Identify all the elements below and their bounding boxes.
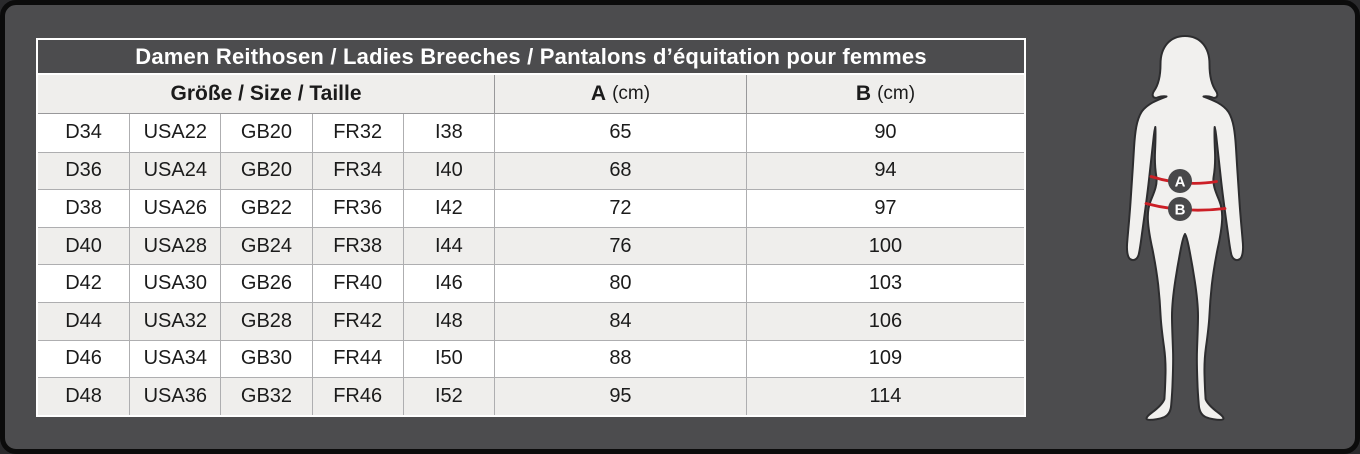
table-title: Damen Reithosen / Ladies Breeches / Pant… <box>38 40 1024 75</box>
table-row: D44 USA32 GB28 FR42 I48 84 106 <box>38 301 1024 340</box>
cell-size-gb: GB20 <box>220 152 311 190</box>
cell-size-fr: FR32 <box>311 114 403 152</box>
cell-size-fr: FR46 <box>311 378 403 415</box>
table-row: D48 USA36 GB32 FR46 I52 95 114 <box>38 377 1024 415</box>
header-size-group: Größe / Size / Taille <box>170 82 362 105</box>
cell-measure-b: 106 <box>745 302 1024 340</box>
cell-size-fr: FR44 <box>311 340 403 378</box>
table-row: D36 USA24 GB20 FR34 I40 68 94 <box>38 151 1024 190</box>
col-b-unit: (cm) <box>877 83 916 104</box>
cell-measure-b: 114 <box>745 378 1024 415</box>
cell-size-d: D48 <box>65 384 102 407</box>
cell-size-i: I46 <box>402 265 494 302</box>
cell-measure-a: 65 <box>493 114 746 152</box>
cell-measure-a: 72 <box>493 190 746 227</box>
cell-size-i: I52 <box>402 378 494 415</box>
cell-size-i: I44 <box>402 227 494 265</box>
cell-measure-b: 90 <box>745 114 1024 152</box>
table-header-row: Größe / Size / Taille A (cm) B (cm) <box>38 75 1024 114</box>
cell-measure-a: 95 <box>493 378 746 415</box>
cell-measure-b: 100 <box>745 227 1024 265</box>
cell-size-i: I50 <box>402 340 494 378</box>
cell-size-d: D34 <box>65 121 102 144</box>
cell-size-usa: USA30 <box>129 265 220 302</box>
cell-size-usa: USA22 <box>129 114 220 152</box>
cell-size-fr: FR36 <box>311 190 403 227</box>
cell-size-i: I40 <box>402 152 494 190</box>
marker-b-letter: B <box>1175 202 1186 219</box>
size-table: Damen Reithosen / Ladies Breeches / Pant… <box>36 38 1026 417</box>
cell-size-i: I42 <box>402 190 494 227</box>
cell-measure-b: 103 <box>745 265 1024 302</box>
cell-measure-a: 88 <box>493 340 746 378</box>
table-row: D46 USA34 GB30 FR44 I50 88 109 <box>38 339 1024 378</box>
cell-measure-a: 80 <box>493 265 746 302</box>
cell-size-gb: GB28 <box>220 302 311 340</box>
col-a-label: A <box>590 82 607 105</box>
col-b-label: B <box>855 82 872 105</box>
cell-size-gb: GB22 <box>220 190 311 227</box>
table-row: D34 USA22 GB20 FR32 I38 65 90 <box>38 114 1024 152</box>
marker-a-badge <box>1168 169 1192 193</box>
cell-measure-b: 97 <box>745 190 1024 227</box>
table-row: D42 USA30 GB26 FR40 I46 80 103 <box>38 264 1024 302</box>
cell-size-fr: FR38 <box>311 227 403 265</box>
table-row: D38 USA26 GB22 FR36 I42 72 97 <box>38 189 1024 227</box>
cell-size-fr: FR34 <box>311 152 403 190</box>
cell-size-gb: GB26 <box>220 265 311 302</box>
cell-size-gb: GB24 <box>220 227 311 265</box>
cell-size-usa: USA24 <box>129 152 220 190</box>
measurement-figure: A B <box>1090 10 1355 449</box>
cell-measure-a: 76 <box>493 227 746 265</box>
col-a-unit: (cm) <box>612 83 651 104</box>
cell-measure-b: 94 <box>745 152 1024 190</box>
cell-size-usa: USA32 <box>129 302 220 340</box>
cell-size-gb: GB32 <box>220 378 311 415</box>
cell-size-i: I38 <box>402 114 494 152</box>
cell-size-d: D40 <box>65 234 102 257</box>
cell-size-fr: FR40 <box>311 265 403 302</box>
cell-size-usa: USA26 <box>129 190 220 227</box>
cell-size-usa: USA36 <box>129 378 220 415</box>
cell-size-i: I48 <box>402 302 494 340</box>
marker-b-badge <box>1168 197 1192 221</box>
marker-a-letter: A <box>1175 174 1186 191</box>
cell-measure-a: 68 <box>493 152 746 190</box>
cell-size-gb: GB30 <box>220 340 311 378</box>
cell-size-d: D36 <box>65 159 102 182</box>
cell-measure-a: 84 <box>493 302 746 340</box>
cell-size-d: D38 <box>65 196 102 219</box>
cell-size-gb: GB20 <box>220 114 311 152</box>
cell-size-usa: USA34 <box>129 340 220 378</box>
cell-size-fr: FR42 <box>311 302 403 340</box>
cell-size-d: D46 <box>65 347 102 370</box>
cell-measure-b: 109 <box>745 340 1024 378</box>
table-row: D40 USA28 GB24 FR38 I44 76 100 <box>38 226 1024 265</box>
cell-size-usa: USA28 <box>129 227 220 265</box>
header-col-b: B (cm) <box>746 75 1024 113</box>
cell-size-d: D42 <box>65 272 102 295</box>
female-silhouette <box>1125 35 1245 421</box>
cell-size-d: D44 <box>65 309 102 332</box>
header-col-a: A (cm) <box>494 75 746 113</box>
